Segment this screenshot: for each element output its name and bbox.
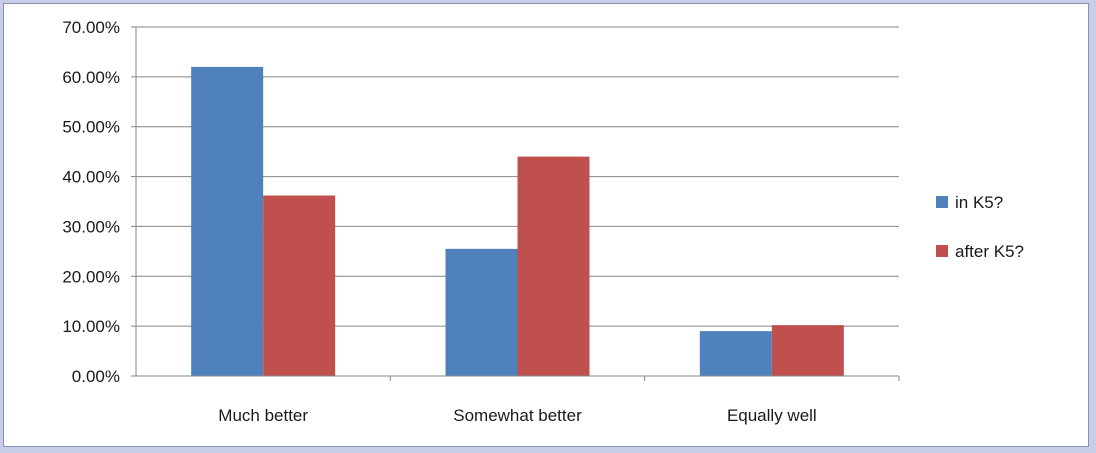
y-tick-label: 30.00% — [62, 217, 120, 236]
x-tick-label: Much better — [218, 406, 308, 425]
axes — [131, 26, 900, 381]
y-tick-label: 50.00% — [62, 118, 120, 137]
y-tick-label: 10.00% — [62, 317, 120, 336]
bar-after-k5-0 — [263, 195, 336, 376]
bar-after-k5-1 — [517, 156, 590, 376]
y-tick-label: 70.00% — [62, 18, 120, 37]
legend-label: in K5? — [955, 193, 1003, 212]
bar-in-k5-0 — [191, 66, 264, 376]
bar-in-k5-2 — [699, 331, 772, 376]
legend: in K5? after K5? — [936, 193, 1024, 261]
y-tick-labels: 0.00% 10.00% 20.00% 30.00% 40.00% 50.00% 60.00… — [62, 18, 120, 386]
bar-after-k5-2 — [771, 325, 844, 376]
x-tick-label: Somewhat better — [453, 406, 582, 425]
legend-swatch — [936, 196, 948, 208]
legend-label: after K5? — [955, 242, 1024, 261]
y-tick-label: 60.00% — [62, 68, 120, 87]
bar-chart: 0.00% 10.00% 20.00% 30.00% 40.00% 50.00% 60.00… — [62, 18, 1024, 425]
bar-in-k5-1 — [445, 248, 518, 376]
y-tick-label: 20.00% — [62, 267, 120, 286]
chart-frame: 0.00% 10.00% 20.00% 30.00% 40.00% 50.00% 60.00… — [3, 3, 1089, 447]
y-tick-label: 0.00% — [72, 367, 120, 386]
x-tick-label: Equally well — [727, 406, 817, 425]
x-tick-labels: Much better Somewhat better Equally well — [218, 406, 816, 425]
bars — [191, 66, 844, 376]
y-tick-label: 40.00% — [62, 168, 120, 187]
legend-swatch — [936, 245, 948, 257]
